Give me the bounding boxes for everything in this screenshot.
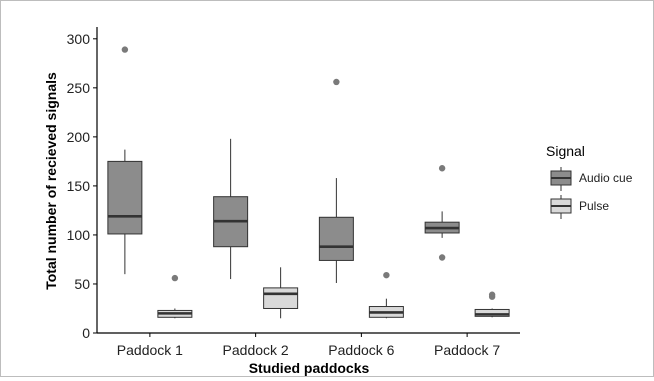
box-body (107, 160, 143, 235)
box-body (318, 216, 354, 261)
y-tick-label: 300 (67, 31, 91, 47)
x-axis-label: Studied paddocks (249, 360, 370, 376)
y-tick-label: 50 (74, 276, 90, 292)
outlier-point (121, 46, 129, 53)
y-tick-label: 250 (67, 80, 91, 96)
legend-item: Audio cue (550, 167, 633, 191)
legend: Signal Audio cue Pulse (546, 143, 633, 219)
box-body (263, 287, 299, 309)
x-tick-label: Paddock 1 (117, 342, 183, 358)
outlier-point (383, 271, 390, 279)
outlier-point (438, 165, 446, 172)
x-tick-label: Paddock 6 (328, 342, 394, 358)
y-tick-label: 200 (67, 129, 91, 145)
y-tick-label: 100 (67, 227, 91, 243)
outlier-point (171, 274, 179, 282)
legend-item: Pulse (550, 195, 609, 219)
x-tick-label: Paddock 2 (223, 342, 289, 358)
y-tick-label: 0 (82, 325, 90, 341)
legend-label: Audio cue (579, 171, 633, 185)
outlier-point (333, 78, 340, 86)
outlier-point (438, 254, 446, 261)
box-body (474, 308, 510, 317)
legend-title: Signal (546, 143, 585, 159)
x-tick-label: Paddock 7 (434, 342, 500, 358)
y-axis-label: Total number of recieved signals (43, 72, 59, 290)
legend-label: Pulse (579, 199, 609, 213)
outlier-point (488, 291, 496, 298)
y-tick-label: 150 (67, 178, 91, 194)
